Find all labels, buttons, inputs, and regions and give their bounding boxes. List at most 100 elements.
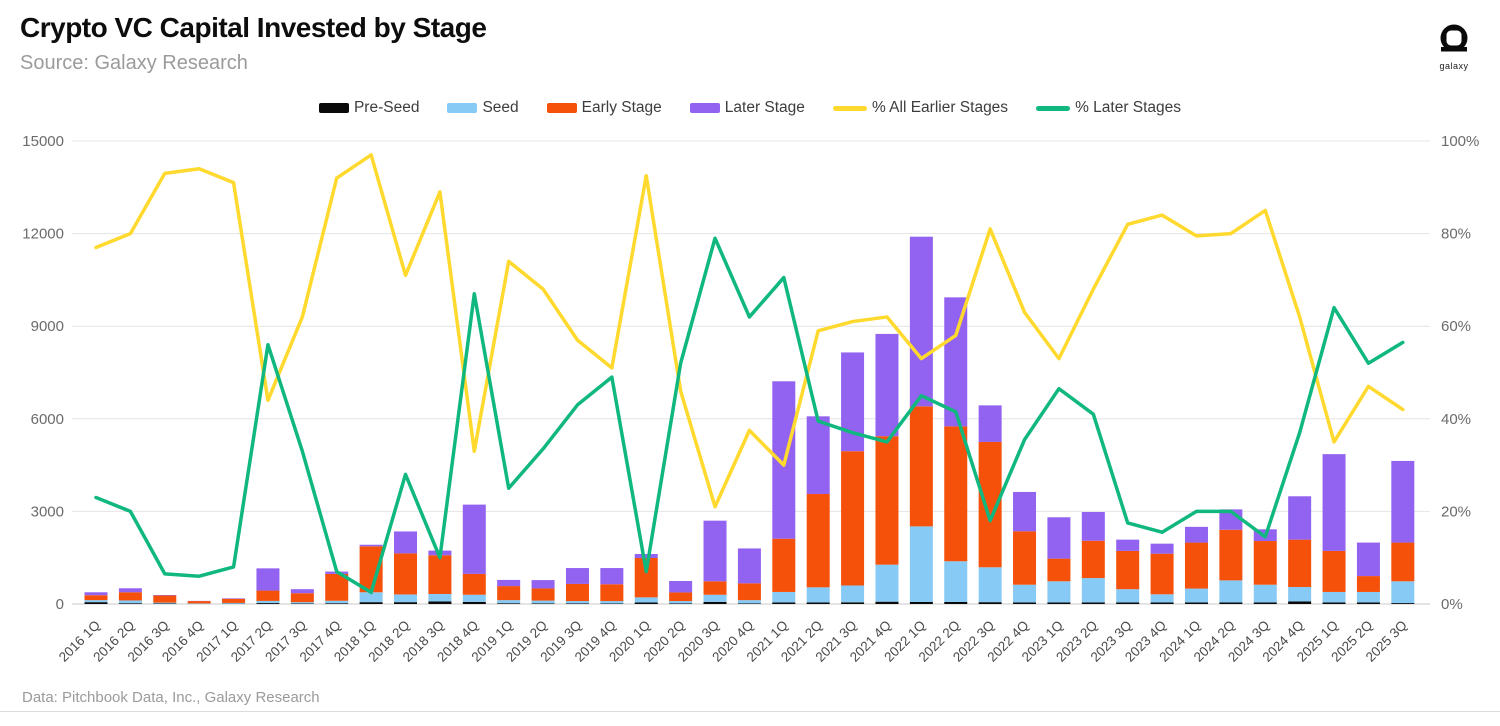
- bar-segment-seed: [1288, 587, 1312, 602]
- bar-segment-pre-seed: [531, 603, 555, 604]
- bar-segment-early-stage: [669, 592, 693, 602]
- legend-swatch: [318, 103, 349, 113]
- bar-segment-pre-seed: [1150, 602, 1174, 604]
- line-later-stages: [94, 236, 1405, 595]
- bar-segment-seed: [703, 594, 727, 602]
- bar-segment-pre-seed: [497, 603, 521, 604]
- bar-segment-pre-seed: [84, 602, 108, 604]
- bar-segment-later-stage: [875, 333, 899, 437]
- y-axis-label-left: 12000: [22, 226, 64, 243]
- bar-segment-seed: [153, 602, 177, 604]
- bar-segment-seed: [806, 587, 830, 603]
- y-axis-label-left: 9000: [31, 318, 64, 335]
- bar-segment-early-stage: [1219, 529, 1243, 581]
- bar-segment-early-stage: [1184, 542, 1208, 589]
- bar-segment-seed: [1184, 588, 1208, 603]
- bottom-divider: [0, 711, 1500, 712]
- bar-segment-pre-seed: [325, 603, 349, 604]
- bar-segment-seed: [565, 601, 589, 604]
- bar-segment-later-stage: [909, 236, 933, 407]
- bar-segment-pre-seed: [359, 602, 383, 604]
- legend-swatch: [689, 103, 720, 113]
- bar-segment-early-stage: [600, 584, 624, 602]
- data-credit: Data: Pitchbook Data, Inc., Galaxy Resea…: [22, 689, 320, 706]
- bar-segment-early-stage: [1288, 539, 1312, 588]
- bar-segment-later-stage: [978, 405, 1002, 442]
- bar-segment-seed: [359, 592, 383, 603]
- y-axis-label-right: 20%: [1441, 503, 1471, 520]
- bar-segment-later-stage: [531, 580, 555, 589]
- bar-segment-early-stage: [222, 598, 246, 603]
- bar-segment-early-stage: [394, 553, 418, 595]
- bar-segment-pre-seed: [1047, 602, 1071, 604]
- bar-segment-later-stage: [806, 416, 830, 494]
- bar-segment-early-stage: [497, 586, 521, 601]
- bar-segment-seed: [600, 601, 624, 604]
- chart-legend: Pre-Seed Seed Early Stage Later Stage % All …: [0, 99, 1500, 117]
- chart-title: Crypto VC Capital Invested by Stage: [20, 12, 487, 43]
- bar-segment-early-stage: [978, 441, 1002, 568]
- bar-segment-seed: [669, 601, 693, 604]
- legend-label: Later Stage: [724, 99, 805, 116]
- bar-segment-early-stage: [256, 590, 280, 601]
- bar-segment-early-stage: [841, 451, 865, 586]
- bar-segment-pre-seed: [772, 602, 796, 604]
- legend-item-later-stage: Later Stage: [689, 99, 805, 117]
- bar-segment-early-stage: [325, 573, 349, 601]
- y-axis-label-right: 0%: [1441, 596, 1463, 613]
- chart-source: Source: Galaxy Research: [20, 52, 248, 74]
- bar-segment-seed: [1081, 578, 1105, 603]
- bar-segment-seed: [978, 567, 1002, 603]
- bar-segment-later-stage: [669, 581, 693, 593]
- bar-segment-later-stage: [565, 568, 589, 584]
- bar-segment-early-stage: [1047, 558, 1071, 582]
- bar-segment-seed: [394, 594, 418, 603]
- bar-segment-seed: [1219, 580, 1243, 603]
- bar-segment-pre-seed: [1013, 602, 1037, 604]
- bar-segment-pre-seed: [256, 603, 280, 604]
- y-axis-label-left: 3000: [31, 503, 64, 520]
- bar-segment-seed: [1047, 581, 1071, 603]
- bar-segment-seed: [909, 526, 933, 602]
- bar-segment-seed: [772, 591, 796, 603]
- bar-segment-early-stage: [359, 546, 383, 593]
- bar-segment-early-stage: [1391, 542, 1415, 582]
- legend-item-seed: Seed: [447, 99, 519, 117]
- bar-segment-later-stage: [1013, 491, 1037, 532]
- bar-segment-seed: [256, 600, 280, 604]
- bar-segment-pre-seed: [1391, 603, 1415, 604]
- legend-label: Pre-Seed: [353, 99, 420, 116]
- y-axis-label-right: 100%: [1441, 133, 1479, 150]
- bar-segment-pre-seed: [1184, 602, 1208, 604]
- bar-segment-seed: [1150, 594, 1174, 603]
- bar-segment-seed: [531, 600, 555, 604]
- bar-segment-pre-seed: [394, 602, 418, 604]
- bar-segment-early-stage: [1356, 576, 1380, 592]
- bar-segment-seed: [1116, 589, 1140, 603]
- bar-segment-pre-seed: [978, 602, 1002, 604]
- bar-segment-early-stage: [909, 406, 933, 527]
- legend-item-later-stages: % Later Stages: [1036, 99, 1181, 117]
- bar-segment-later-stage: [1150, 543, 1174, 554]
- bar-segment-seed: [737, 600, 761, 604]
- bar-segment-seed: [222, 602, 246, 604]
- bar-segment-later-stage: [944, 297, 968, 427]
- bar-segment-pre-seed: [428, 601, 452, 604]
- bar-segment-pre-seed: [1253, 602, 1277, 604]
- bar-segment-early-stage: [634, 558, 658, 598]
- bar-segment-early-stage: [875, 436, 899, 565]
- bar-segment-pre-seed: [1356, 602, 1380, 604]
- bar-segment-seed: [290, 602, 314, 604]
- bar-segment-seed: [634, 597, 658, 603]
- legend-label: Early Stage: [581, 99, 662, 116]
- bar-segment-pre-seed: [118, 603, 142, 604]
- bar-segment-early-stage: [1013, 531, 1037, 585]
- bar-segment-later-stage: [1081, 512, 1105, 541]
- bar-segment-pre-seed: [1081, 602, 1105, 604]
- bar-segment-later-stage: [497, 579, 521, 587]
- bar-segment-pre-seed: [1288, 601, 1312, 604]
- bar-segment-pre-seed: [841, 602, 865, 604]
- bar-segment-early-stage: [565, 583, 589, 602]
- bar-segment-seed: [428, 593, 452, 602]
